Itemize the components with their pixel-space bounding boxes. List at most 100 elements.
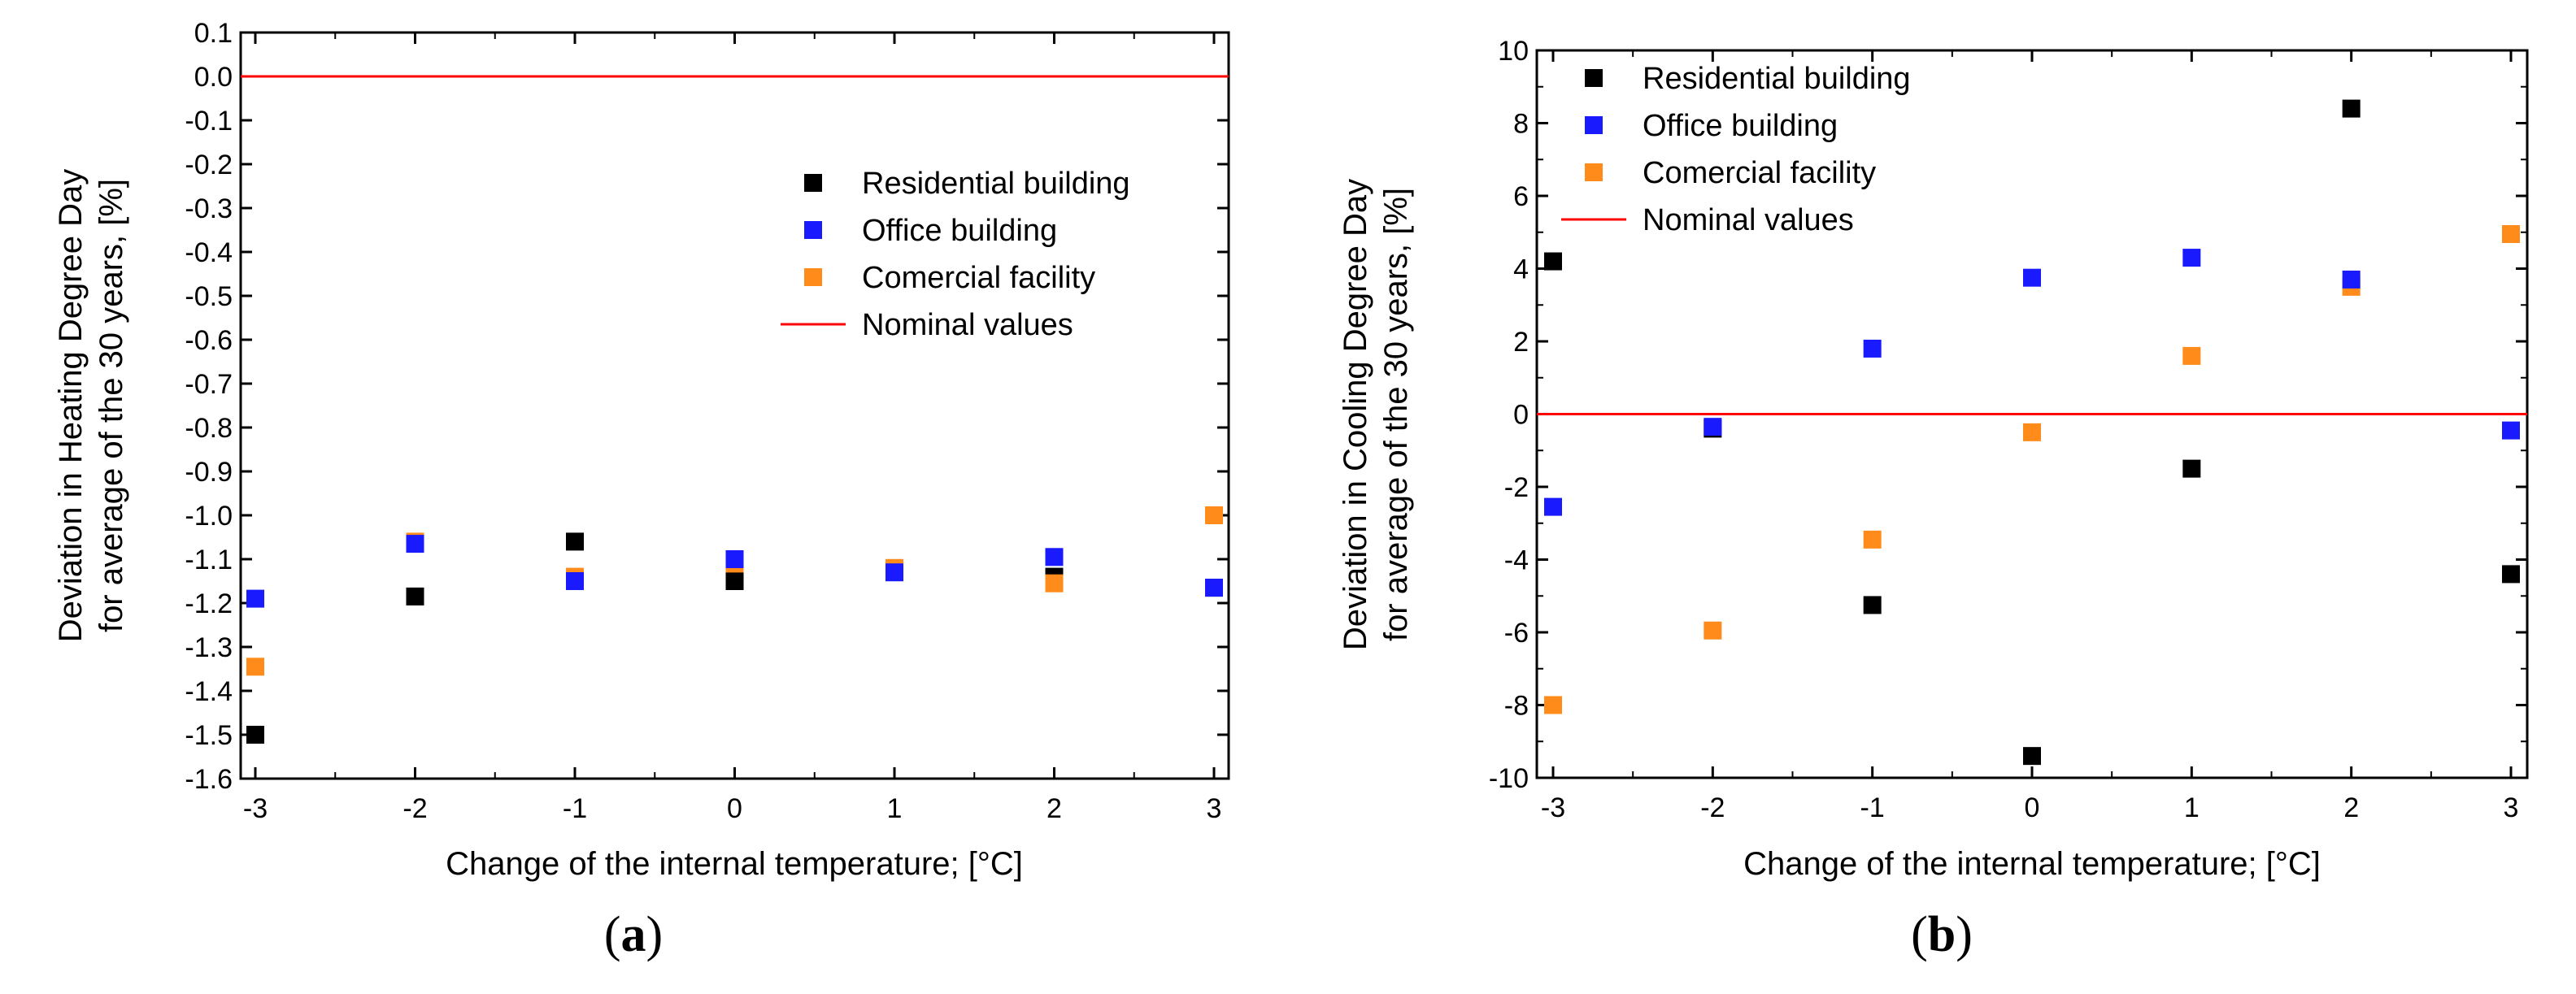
y-tick-label: -0.2 (185, 150, 233, 180)
y-tick-label: -1.6 (185, 764, 233, 795)
y-tick-label: -0.9 (185, 457, 233, 488)
x-axis-label-b: Change of the internal temperature; [°C] (1743, 846, 2321, 882)
x-tick-label: 1 (887, 793, 903, 824)
y-tick-label: 0 (1513, 400, 1529, 431)
caption-a-letter: a (621, 907, 646, 962)
x-tick-label: 2 (2343, 792, 2359, 823)
data-point-office-building (2342, 270, 2361, 289)
y-tick-label: -0.1 (185, 106, 233, 137)
data-point-comercial-facility (1045, 574, 1064, 592)
data-point-comercial-facility (1205, 506, 1223, 524)
legend-label: Office building (862, 214, 1057, 248)
y-axis-label-b-line-2: for average of the 30 years, [%] (1378, 188, 1414, 641)
y-tick-label: -10 (1489, 763, 1529, 794)
data-point-comercial-facility (1544, 696, 1562, 714)
data-point-comercial-facility (2502, 224, 2520, 243)
y-axis-label-a-line-1: Deviation in Heating Degree Day (53, 169, 89, 643)
data-point-comercial-facility (246, 658, 264, 676)
legend-symbol-comercial-facility (1585, 163, 1603, 181)
x-tick-label: 3 (2504, 792, 2519, 823)
x-axis-ticks-b: -3 -2 -1 0 1 2 3 (1541, 50, 2519, 823)
data-point-office-building (246, 589, 264, 608)
caption-a: (a) (604, 907, 663, 962)
data-point-residential-building (725, 572, 744, 590)
data-point-office-building (725, 550, 744, 568)
data-points-a (246, 506, 1223, 744)
y-tick-label: 10 (1498, 36, 1529, 67)
y-tick-label: -1.3 (185, 632, 233, 663)
y-axis-ticks-a: 0.1 0.0 -0.1 -0.2 -0.3 -0.4 -0.5 -0.6 -0.7 -0.8 -0… (185, 18, 1229, 795)
y-axis-label-b-line-1: Deviation in Cooling Degree Day (1338, 179, 1373, 650)
y-tick-label: 0.0 (194, 62, 233, 93)
y-tick-label: 0.1 (194, 18, 233, 49)
legend-b: Residential building Office building Comer… (1561, 62, 1911, 237)
y-tick-label: -0.5 (185, 281, 233, 312)
x-tick-label: 2 (1046, 793, 1062, 824)
x-tick-label: -3 (1541, 792, 1565, 823)
data-point-residential-building (1544, 252, 1562, 271)
data-point-residential-building (246, 726, 264, 744)
data-point-office-building (1704, 418, 1722, 436)
data-point-comercial-facility (2023, 423, 2041, 441)
x-tick-label: -2 (402, 793, 427, 824)
data-point-comercial-facility (1704, 621, 1722, 640)
legend-label: Comercial facility (862, 261, 1095, 295)
y-tick-label: -1.2 (185, 588, 233, 619)
x-tick-label: 1 (2184, 792, 2200, 823)
x-axis-ticks-a: -3 -2 -1 0 1 2 3 (243, 33, 1222, 824)
data-point-office-building (406, 535, 424, 553)
y-tick-label: -4 (1504, 545, 1529, 576)
data-point-comercial-facility (2182, 346, 2201, 365)
data-point-comercial-facility (1863, 530, 1882, 549)
plot-frame-a (239, 31, 1230, 780)
data-point-residential-building (2182, 459, 2201, 478)
y-tick-label: -1.5 (185, 720, 233, 751)
data-point-residential-building (2023, 747, 2041, 766)
data-point-office-building (2182, 249, 2201, 267)
x-tick-label: -2 (1700, 792, 1725, 823)
data-point-residential-building (406, 587, 424, 606)
data-point-office-building (1863, 339, 1882, 358)
y-tick-label: -1.1 (185, 545, 233, 575)
x-tick-label: 3 (1207, 793, 1222, 824)
legend-symbol-office-building (804, 221, 822, 239)
data-point-residential-building (2342, 99, 2361, 118)
data-points-b (1544, 99, 2520, 766)
legend-symbol-residential-building (804, 174, 822, 192)
y-tick-label: -0.8 (185, 413, 233, 444)
x-tick-label: -1 (563, 793, 587, 824)
y-tick-label: -8 (1504, 691, 1529, 722)
y-tick-label: -1.0 (185, 501, 233, 532)
y-tick-label: 8 (1513, 109, 1529, 140)
x-axis-label-a: Change of the internal temperature; [°C] (446, 846, 1023, 882)
y-tick-label: -2 (1504, 472, 1529, 503)
data-point-residential-building (1863, 596, 1882, 614)
data-point-residential-building (2502, 565, 2520, 584)
x-tick-label: 0 (2025, 792, 2040, 823)
y-tick-label: 4 (1513, 254, 1529, 285)
legend-symbol-residential-building (1585, 69, 1603, 87)
data-point-office-building (2023, 268, 2041, 287)
legend-symbol-comercial-facility (804, 268, 822, 286)
y-axis-label-a-line-2: for average of the 30 years, [%] (94, 179, 129, 632)
data-point-office-building (1045, 548, 1064, 566)
x-tick-label: 0 (727, 793, 742, 824)
caption-b: (b) (1911, 907, 1973, 962)
data-point-residential-building (566, 532, 584, 551)
x-tick-label: -3 (243, 793, 268, 824)
legend-label: Office building (1643, 109, 1838, 143)
legend-label: Nominal values (1643, 203, 1854, 237)
y-tick-label: -0.6 (185, 325, 233, 356)
panel-a-heating-degree-day-chart: 0.1 0.0 -0.1 -0.2 -0.3 -0.4 -0.5 -0.6 -0.7 -0.8 -0… (53, 18, 1230, 962)
legend-a: Residential building Office building Comer… (781, 167, 1130, 342)
data-point-office-building (886, 563, 903, 582)
caption-b-letter: b (1928, 907, 1956, 962)
y-tick-label: -0.4 (185, 237, 233, 268)
data-point-office-building (566, 572, 584, 590)
y-tick-label: -0.3 (185, 193, 233, 224)
y-tick-label: -1.4 (185, 676, 233, 707)
y-tick-label: -6 (1504, 618, 1529, 649)
data-point-office-building (2502, 421, 2520, 440)
